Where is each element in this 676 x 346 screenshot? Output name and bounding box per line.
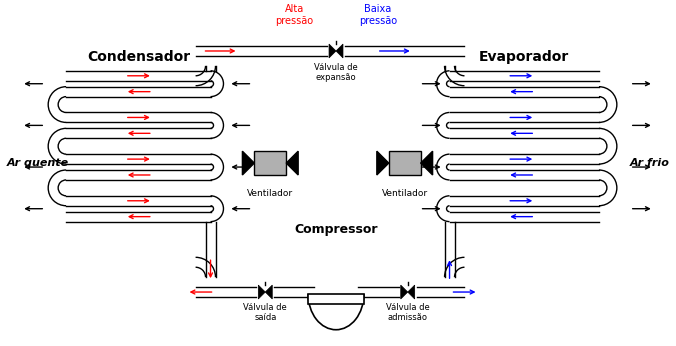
Bar	[308, 294, 364, 304]
Polygon shape	[329, 44, 336, 58]
Text: Válvula de
expansão: Válvula de expansão	[314, 63, 358, 82]
Polygon shape	[377, 151, 389, 175]
Text: Alta
pressão: Alta pressão	[275, 4, 313, 26]
Text: Ventilador: Ventilador	[247, 189, 293, 198]
Polygon shape	[265, 285, 272, 299]
Text: Ar frio: Ar frio	[630, 158, 670, 168]
Bar	[389, 151, 420, 175]
Text: Compressor: Compressor	[294, 222, 378, 236]
Text: Ventilador: Ventilador	[382, 189, 428, 198]
Bar	[254, 151, 286, 175]
Text: Válvula de
admissão: Válvula de admissão	[386, 303, 429, 322]
Text: Evaporador: Evaporador	[479, 50, 569, 64]
Text: Condensador: Condensador	[87, 50, 191, 64]
Polygon shape	[408, 285, 414, 299]
Polygon shape	[336, 44, 343, 58]
Text: Ar quente: Ar quente	[6, 158, 68, 168]
Polygon shape	[420, 151, 433, 175]
Polygon shape	[258, 285, 265, 299]
Polygon shape	[286, 151, 298, 175]
Polygon shape	[401, 285, 408, 299]
Text: Baixa
pressão: Baixa pressão	[359, 4, 397, 26]
Text: Válvula de
saída: Válvula de saída	[243, 303, 287, 322]
Polygon shape	[243, 151, 254, 175]
